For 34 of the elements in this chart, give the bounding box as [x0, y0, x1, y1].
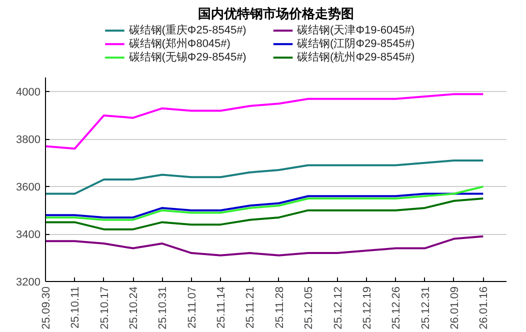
x-tick-label: 25.11.14: [216, 286, 228, 328]
y-tick-label: 3800: [16, 134, 41, 146]
x-tick-label: 25.10.11: [70, 286, 82, 328]
y-tick-label: 3400: [16, 229, 41, 242]
x-tick-label: 26.01.16: [478, 286, 490, 330]
x-tick-label: 25.11.28: [274, 286, 286, 328]
x-tick-label: 25.09.30: [40, 286, 52, 330]
x-tick-label: 25.11.21: [244, 286, 257, 328]
legend-label: 碳结钢(江阴Φ29-8545#): [296, 37, 415, 50]
x-tick-label: 26.01.09: [448, 286, 461, 330]
y-tick-label: 3600: [16, 182, 41, 194]
line-series: [46, 192, 484, 218]
x-tick-label: 25.10.24: [128, 286, 140, 330]
y-tick-label: 4000: [16, 86, 41, 99]
y-tick-label: 3200: [16, 276, 41, 288]
line-series: [46, 186, 484, 221]
line-series: [46, 160, 484, 195]
legend-label: 碳结钢(重庆Φ25-8545#): [128, 24, 246, 37]
line-series: [46, 93, 484, 150]
x-tick-label: 25.10.31: [157, 286, 170, 330]
x-tick-label: 25.12.12: [332, 286, 344, 330]
legend-label: 碳结钢(无锡Φ29-8545#): [128, 50, 246, 64]
legend-label: 碳结钢(郑州Φ8045#): [128, 37, 230, 50]
legend-label: 碳结钢(天津Φ19-6045#): [296, 24, 415, 37]
x-tick-label: 25.12.19: [361, 286, 374, 330]
x-tick-label: 25.12.26: [390, 286, 403, 330]
x-tick-label: 25.12.05: [303, 286, 316, 330]
line-series: [46, 235, 484, 256]
x-tick-label: 25.11.07: [186, 286, 198, 328]
legend-label: 碳结钢(杭州Φ29-8545#): [296, 50, 415, 64]
chart-title: 国内优特钢市场价格走势图: [198, 6, 354, 22]
x-tick-label: 25.12.31: [420, 286, 432, 330]
line-series: [46, 197, 484, 230]
x-tick-label: 25.10.17: [98, 286, 111, 330]
